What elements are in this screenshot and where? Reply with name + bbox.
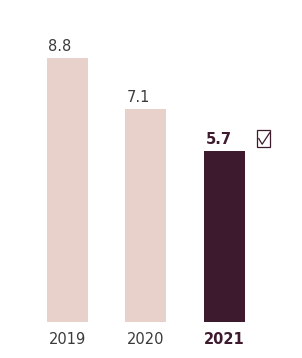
Bar bbox=[47, 58, 88, 322]
Text: 8.8: 8.8 bbox=[49, 39, 72, 54]
Text: 7.1: 7.1 bbox=[127, 90, 150, 105]
Bar bbox=[204, 151, 245, 322]
Bar bbox=[125, 109, 166, 322]
Bar bbox=[257, 130, 270, 147]
Text: 5.7: 5.7 bbox=[205, 132, 231, 147]
